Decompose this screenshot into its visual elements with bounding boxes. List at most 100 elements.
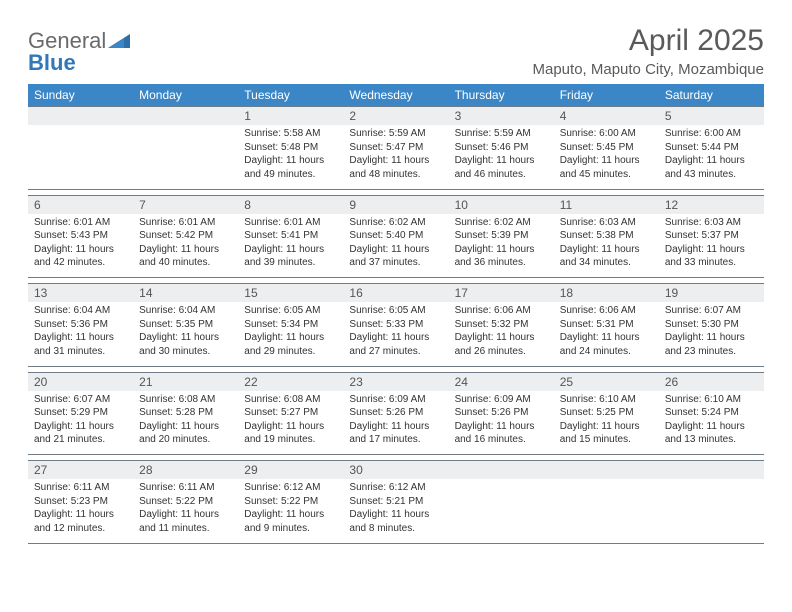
day-data-cell: Sunrise: 6:06 AMSunset: 5:32 PMDaylight:…: [449, 302, 554, 366]
sunset-line: Sunset: 5:29 PM: [34, 406, 127, 420]
sunset-line: Sunset: 5:27 PM: [244, 406, 337, 420]
sunrise-line: Sunrise: 6:01 AM: [244, 216, 337, 230]
daylight-line: Daylight: 11 hours and 20 minutes.: [139, 420, 232, 447]
day-data-cell: Sunrise: 6:05 AMSunset: 5:34 PMDaylight:…: [238, 302, 343, 366]
day-number-cell: 10: [449, 195, 554, 214]
day-number-cell: 20: [28, 372, 133, 391]
day-data-cell: Sunrise: 6:05 AMSunset: 5:33 PMDaylight:…: [343, 302, 448, 366]
daylight-line: Daylight: 11 hours and 17 minutes.: [349, 420, 442, 447]
day-number-cell: [659, 461, 764, 480]
day-number-cell: 19: [659, 284, 764, 303]
day-data-cell: Sunrise: 6:04 AMSunset: 5:35 PMDaylight:…: [133, 302, 238, 366]
sunset-line: Sunset: 5:23 PM: [34, 495, 127, 509]
daylight-line: Daylight: 11 hours and 8 minutes.: [349, 508, 442, 535]
day-header-row: SundayMondayTuesdayWednesdayThursdayFrid…: [28, 84, 764, 107]
daylight-line: Daylight: 11 hours and 12 minutes.: [34, 508, 127, 535]
daylight-line: Daylight: 11 hours and 15 minutes.: [560, 420, 653, 447]
daylight-line: Daylight: 11 hours and 39 minutes.: [244, 243, 337, 270]
day-number-cell: 13: [28, 284, 133, 303]
daylight-line: Daylight: 11 hours and 43 minutes.: [665, 154, 758, 181]
sunrise-line: Sunrise: 6:01 AM: [139, 216, 232, 230]
day-number-cell: 2: [343, 107, 448, 126]
day-number-cell: 9: [343, 195, 448, 214]
daylight-line: Daylight: 11 hours and 11 minutes.: [139, 508, 232, 535]
daylight-line: Daylight: 11 hours and 31 minutes.: [34, 331, 127, 358]
page-title: April 2025: [533, 24, 765, 57]
sunrise-line: Sunrise: 5:58 AM: [244, 127, 337, 141]
daylight-line: Daylight: 11 hours and 23 minutes.: [665, 331, 758, 358]
day-data-cell: Sunrise: 6:10 AMSunset: 5:24 PMDaylight:…: [659, 391, 764, 455]
sunset-line: Sunset: 5:41 PM: [244, 229, 337, 243]
sunrise-line: Sunrise: 6:01 AM: [34, 216, 127, 230]
day-number-cell: 14: [133, 284, 238, 303]
sunrise-line: Sunrise: 6:12 AM: [349, 481, 442, 495]
day-data-cell: Sunrise: 6:03 AMSunset: 5:37 PMDaylight:…: [659, 214, 764, 278]
day-number-cell: [449, 461, 554, 480]
sunset-line: Sunset: 5:26 PM: [349, 406, 442, 420]
daylight-line: Daylight: 11 hours and 24 minutes.: [560, 331, 653, 358]
daylight-line: Daylight: 11 hours and 34 minutes.: [560, 243, 653, 270]
day-data-cell: Sunrise: 6:03 AMSunset: 5:38 PMDaylight:…: [554, 214, 659, 278]
day-data-row: Sunrise: 6:01 AMSunset: 5:43 PMDaylight:…: [28, 214, 764, 278]
day-number-cell: 6: [28, 195, 133, 214]
sunset-line: Sunset: 5:33 PM: [349, 318, 442, 332]
day-number-cell: 29: [238, 461, 343, 480]
day-header: Saturday: [659, 84, 764, 107]
daylight-line: Daylight: 11 hours and 45 minutes.: [560, 154, 653, 181]
day-data-cell: Sunrise: 6:06 AMSunset: 5:31 PMDaylight:…: [554, 302, 659, 366]
day-data-cell: [449, 479, 554, 543]
day-data-cell: Sunrise: 6:11 AMSunset: 5:23 PMDaylight:…: [28, 479, 133, 543]
day-data-cell: Sunrise: 6:01 AMSunset: 5:41 PMDaylight:…: [238, 214, 343, 278]
sunrise-line: Sunrise: 6:11 AM: [139, 481, 232, 495]
day-data-cell: Sunrise: 6:08 AMSunset: 5:27 PMDaylight:…: [238, 391, 343, 455]
location-text: Maputo, Maputo City, Mozambique: [533, 61, 765, 78]
day-data-cell: Sunrise: 6:10 AMSunset: 5:25 PMDaylight:…: [554, 391, 659, 455]
day-data-cell: Sunrise: 6:00 AMSunset: 5:45 PMDaylight:…: [554, 125, 659, 189]
day-number-cell: [133, 107, 238, 126]
sunrise-line: Sunrise: 6:02 AM: [455, 216, 548, 230]
day-number-cell: 26: [659, 372, 764, 391]
sunrise-line: Sunrise: 6:03 AM: [665, 216, 758, 230]
daylight-line: Daylight: 11 hours and 40 minutes.: [139, 243, 232, 270]
sunset-line: Sunset: 5:43 PM: [34, 229, 127, 243]
sunrise-line: Sunrise: 6:00 AM: [560, 127, 653, 141]
sunrise-line: Sunrise: 6:09 AM: [455, 393, 548, 407]
day-number-cell: 15: [238, 284, 343, 303]
logo-triangle-icon: [108, 34, 130, 48]
day-data-cell: [28, 125, 133, 189]
day-data-cell: Sunrise: 6:02 AMSunset: 5:39 PMDaylight:…: [449, 214, 554, 278]
daylight-line: Daylight: 11 hours and 37 minutes.: [349, 243, 442, 270]
sunrise-line: Sunrise: 6:10 AM: [665, 393, 758, 407]
daylight-line: Daylight: 11 hours and 26 minutes.: [455, 331, 548, 358]
sunset-line: Sunset: 5:45 PM: [560, 141, 653, 155]
day-number-cell: [554, 461, 659, 480]
header: General Blue April 2025 Maputo, Maputo C…: [28, 24, 764, 78]
sunset-line: Sunset: 5:47 PM: [349, 141, 442, 155]
sunrise-line: Sunrise: 6:06 AM: [560, 304, 653, 318]
sunrise-line: Sunrise: 6:11 AM: [34, 481, 127, 495]
sunrise-line: Sunrise: 5:59 AM: [455, 127, 548, 141]
day-data-cell: Sunrise: 6:11 AMSunset: 5:22 PMDaylight:…: [133, 479, 238, 543]
daylight-line: Daylight: 11 hours and 16 minutes.: [455, 420, 548, 447]
sunset-line: Sunset: 5:38 PM: [560, 229, 653, 243]
daylight-line: Daylight: 11 hours and 9 minutes.: [244, 508, 337, 535]
sunrise-line: Sunrise: 6:04 AM: [139, 304, 232, 318]
sunset-line: Sunset: 5:24 PM: [665, 406, 758, 420]
day-data-cell: Sunrise: 5:58 AMSunset: 5:48 PMDaylight:…: [238, 125, 343, 189]
day-data-cell: Sunrise: 6:01 AMSunset: 5:42 PMDaylight:…: [133, 214, 238, 278]
day-data-row: Sunrise: 6:04 AMSunset: 5:36 PMDaylight:…: [28, 302, 764, 366]
sunset-line: Sunset: 5:25 PM: [560, 406, 653, 420]
sunset-line: Sunset: 5:26 PM: [455, 406, 548, 420]
day-number-cell: 16: [343, 284, 448, 303]
sunrise-line: Sunrise: 6:09 AM: [349, 393, 442, 407]
day-data-cell: [133, 125, 238, 189]
day-number-cell: 25: [554, 372, 659, 391]
sunset-line: Sunset: 5:40 PM: [349, 229, 442, 243]
day-number-cell: 11: [554, 195, 659, 214]
day-number-cell: 8: [238, 195, 343, 214]
title-block: April 2025 Maputo, Maputo City, Mozambiq…: [533, 24, 765, 78]
calendar-body: 12345 Sunrise: 5:58 AMSunset: 5:48 PMDay…: [28, 107, 764, 544]
daylight-line: Daylight: 11 hours and 33 minutes.: [665, 243, 758, 270]
day-data-cell: [659, 479, 764, 543]
day-header: Monday: [133, 84, 238, 107]
